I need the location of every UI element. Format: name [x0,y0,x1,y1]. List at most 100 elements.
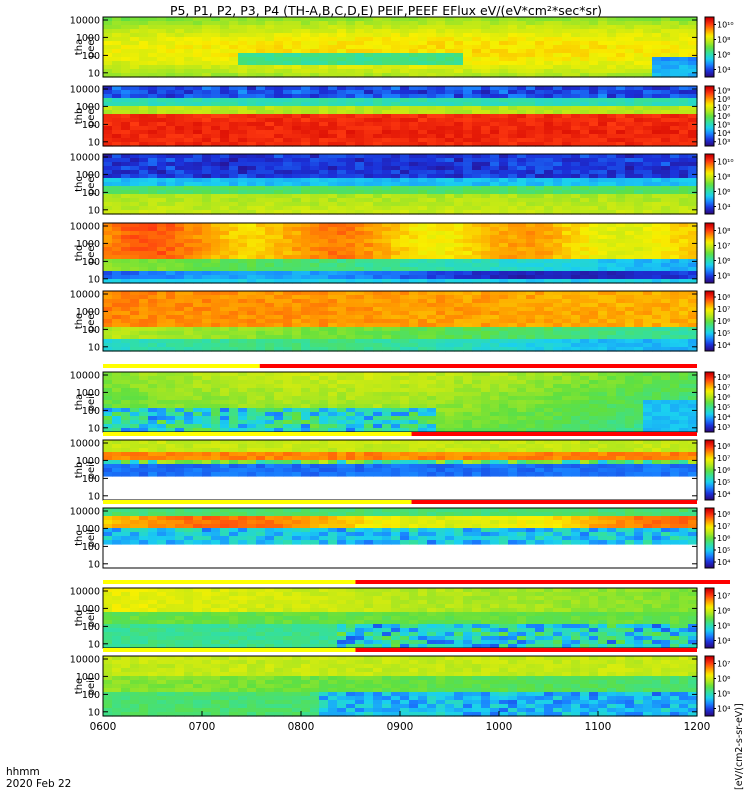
spectrogram-cell [544,162,554,167]
spectrogram-cell [589,61,599,66]
spectrogram-cell [373,182,383,187]
spectrogram-cell [634,166,644,171]
spectrogram-cell [616,227,626,232]
spectrogram-cell [571,182,581,187]
spectrogram-cell [571,69,581,74]
spectrogram-cell [328,223,338,228]
spectrogram-cell [364,130,374,135]
spectrogram-cell [175,33,185,38]
spectrogram-cell [652,69,662,74]
spectrogram-cell [283,202,293,207]
spectrogram-cell [463,126,473,131]
spectrogram-cell [337,154,347,159]
spectrogram-cell [247,307,257,312]
spectrogram-cell [283,25,293,30]
spectrogram-cell [634,17,644,22]
spectrogram-cell [553,295,563,300]
spectrogram-cell [472,49,482,54]
spectrogram-cell [148,239,158,244]
spectrogram-cell [184,65,194,70]
spectrogram-cell [310,243,320,248]
spectrogram-cell [391,69,401,74]
spectrogram-cell [382,194,392,199]
spectrogram-cell [292,235,302,240]
spectrogram-cell [157,202,167,207]
spectrogram-cell [157,110,167,115]
spectrogram-cell [580,275,590,280]
spectrogram-cell [481,102,491,107]
spectrogram-cell [535,110,545,115]
spectrogram-cell [211,162,221,167]
spectrogram-cell [643,53,653,58]
spectrogram-cell [454,166,464,171]
spectrogram-cell [103,114,113,119]
spectrogram-cell [400,235,410,240]
spectrogram-cell [670,178,680,183]
spectrogram-cell [166,299,176,304]
spectrogram-cell [103,86,113,91]
spectrogram-cell [400,239,410,244]
spectrogram-cell [157,134,167,139]
spectrogram-cell [400,178,410,183]
spectrogram-cell [418,45,428,50]
spectrogram-cell [364,198,374,203]
spectrogram-cell [148,275,158,280]
spectrogram-cell [283,299,293,304]
spectrogram-cell [355,263,365,268]
spectrogram-cell [184,319,194,324]
spectrogram-cell [211,202,221,207]
spectrogram-cell [283,307,293,312]
spectrogram-cell [355,49,365,54]
spectrogram-cell [337,57,347,62]
spectrogram-cell [148,327,158,332]
spectrogram-cell [346,122,356,127]
spectrogram-cell [454,138,464,143]
spectrogram-cell [265,86,275,91]
spectrogram-cell [229,190,239,195]
spectrogram-cell [472,110,482,115]
spectrogram-cell [418,303,428,308]
spectrogram-cell [661,263,671,268]
spectrogram-cell [481,267,491,272]
spectrogram-cell [544,178,554,183]
spectrogram-cell [670,102,680,107]
colorbar-tick-label: 10⁵ [717,121,730,130]
spectrogram-cell [319,86,329,91]
spectrogram-cell [112,275,122,280]
spectrogram-cell [274,295,284,300]
spectrogram-cell [544,90,554,95]
colorbar-tick-label: 10⁸ [717,95,730,104]
spectrogram-cell [616,178,626,183]
spectrogram-cell [553,343,563,348]
spectrogram-cell [130,235,140,240]
spectrogram-cell [229,90,239,95]
spectrogram-cell [337,114,347,119]
spectrogram-cell [580,57,590,62]
spectrogram-cell [283,57,293,62]
spectrogram-cell [625,106,635,111]
spectrogram-cell [409,170,419,175]
spectrogram-cell [337,90,347,95]
spectrogram-cell [274,49,284,54]
spectrogram-cell [670,41,680,46]
spectrogram-cell [490,49,500,54]
spectrogram-cell [319,126,329,131]
spectrogram-cell [184,134,194,139]
spectrogram-cell [400,37,410,42]
spectrogram-cell [553,223,563,228]
spectrogram-cell [436,267,446,272]
spectrogram-cell [400,335,410,340]
spectrogram-cell [508,182,518,187]
spectrogram-cell [598,174,608,179]
spectrogram-cell [166,190,176,195]
spectrogram-cell [265,259,275,264]
spectrogram-cell [256,65,266,70]
spectrogram-cell [148,311,158,316]
spectrogram-cell [112,102,122,107]
spectrogram-cell [382,303,392,308]
spectrogram-cell [157,162,167,167]
spectrogram-cell [490,227,500,232]
spectrogram-cell [544,190,554,195]
spectrogram-cell [517,339,527,344]
spectrogram-cell [598,53,608,58]
